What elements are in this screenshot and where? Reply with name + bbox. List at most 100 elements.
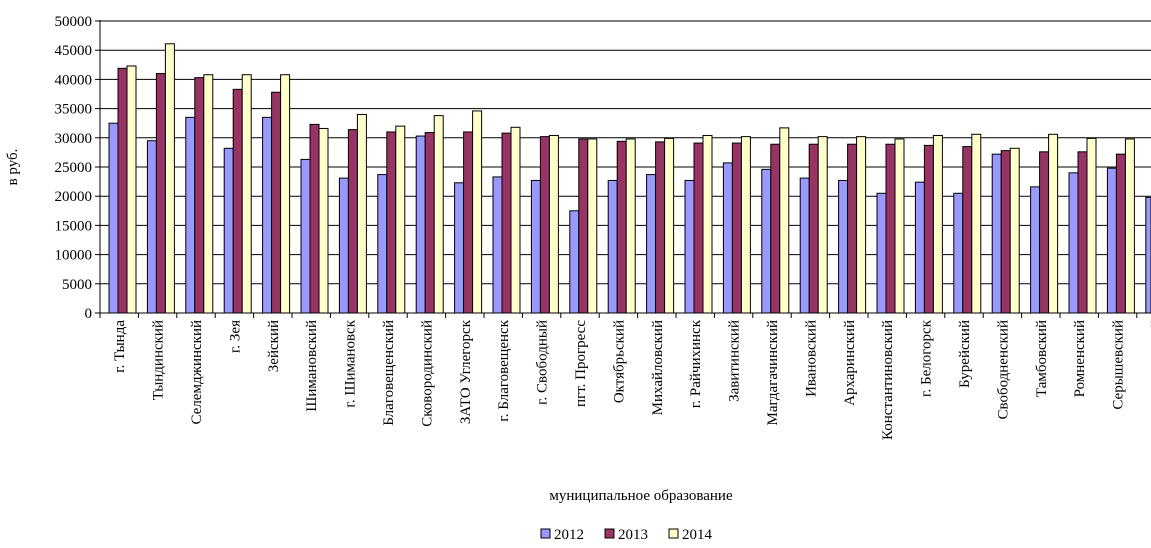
bar-2014-19 [856, 136, 867, 314]
x-tick-label-27: Белогорский [1149, 320, 1151, 401]
bar-2012-21 [914, 181, 925, 314]
bar-2013-5 [309, 123, 320, 314]
bar-2012-18 [799, 177, 810, 314]
x-tick-label-11: г. Свободный [535, 320, 551, 405]
bar-2012-27 [1145, 196, 1151, 314]
x-tick-label-20: Константиновский [880, 320, 896, 440]
bar-2012-25 [1068, 172, 1079, 314]
y-tick-label-6: 30000 [55, 131, 93, 147]
x-tick-label-25: Ромненский [1072, 320, 1088, 397]
x-tick-label-2: Селемджинский [189, 320, 205, 425]
x-tick-label-6: г. Шимановск [343, 319, 359, 407]
bar-2012-4 [262, 116, 273, 314]
x-tick-label-19: Архаринский [842, 320, 858, 406]
bar-2014-26 [1124, 138, 1135, 314]
bar-2012-23 [991, 153, 1002, 314]
x-tick-label-8: Сковородинский [419, 320, 435, 427]
bar-2013-13 [616, 140, 627, 314]
bar-2013-2 [194, 77, 205, 314]
bar-2012-19 [838, 179, 849, 314]
bar-2013-6 [347, 129, 358, 314]
bar-2013-12 [578, 138, 589, 314]
bar-2013-23 [1000, 150, 1011, 314]
bar-2014-23 [1009, 147, 1020, 314]
y-tick-label-9: 45000 [55, 43, 93, 59]
bar-2012-15 [684, 179, 695, 314]
x-tick-label-13: Октябрьский [611, 320, 627, 403]
bar-2013-10 [501, 132, 512, 314]
bar-2014-14 [664, 137, 675, 314]
bar-2013-3 [232, 88, 243, 314]
bar-2012-10 [492, 176, 503, 314]
bar-2014-3 [241, 74, 252, 314]
bar-2014-25 [1086, 137, 1097, 314]
x-axis-title: муниципальное образование [549, 488, 733, 504]
bar-2014-16 [740, 136, 751, 314]
bar-2014-4 [280, 74, 291, 314]
bar-2013-11 [539, 136, 550, 314]
x-tick-label-5: Шимановский [304, 320, 320, 412]
bar-2014-1 [164, 43, 175, 314]
bar-2012-12 [569, 210, 580, 314]
x-tick-label-16: Завитинский [727, 320, 743, 402]
bar-2014-24 [1048, 133, 1059, 314]
bar-2014-20 [894, 138, 905, 314]
bar-2012-16 [722, 162, 733, 314]
legend-swatch-2013 [604, 528, 615, 539]
bar-2013-4 [271, 91, 282, 314]
y-tick-label-4: 20000 [55, 189, 93, 205]
x-tick-label-21: г. Белогорск [919, 319, 935, 397]
bar-2013-24 [1039, 151, 1050, 314]
x-tick-label-1: Тындинский [151, 320, 167, 400]
legend-swatch-2012 [540, 528, 551, 539]
bar-2012-2 [185, 116, 196, 314]
bar-2014-9 [472, 110, 483, 314]
x-axis-tick-labels: г. Тында Тындинский Селемджинский г. Зея Зей… [112, 319, 1151, 440]
x-tick-label-10: г. Благовещенск [496, 319, 512, 421]
legend: 2012 2013 2014 [540, 527, 713, 543]
bar-2013-26 [1115, 153, 1126, 314]
legend-swatch-2014 [668, 528, 679, 539]
bar-2014-7 [395, 125, 406, 314]
bar-2013-16 [731, 142, 742, 314]
x-tick-label-4: Зейский [266, 320, 282, 372]
bar-2014-11 [548, 134, 559, 314]
y-tick-label-1: 5000 [62, 277, 92, 293]
bar-2012-20 [876, 192, 887, 314]
bar-2013-20 [885, 143, 896, 314]
x-tick-label-0: г. Тында [112, 320, 128, 373]
bars [108, 43, 1151, 314]
bar-2012-24 [1030, 186, 1041, 314]
bar-2012-22 [953, 192, 964, 314]
bar-2013-1 [155, 73, 166, 314]
x-tick-label-9: ЗАТО Углегорск [458, 319, 474, 424]
y-axis-ticks: 0 5000 10000 15000 20000 25000 30000 35000 40000… [55, 14, 100, 322]
bar-2014-6 [356, 113, 367, 314]
bar-2012-14 [646, 174, 657, 314]
bar-2014-15 [702, 134, 713, 314]
legend-label-2012: 2012 [554, 527, 584, 543]
bar-2012-6 [338, 177, 349, 314]
bar-2012-17 [761, 168, 772, 314]
y-tick-label-10: 50000 [55, 14, 93, 30]
legend-label-2013: 2013 [618, 527, 648, 543]
bar-2013-0 [117, 67, 128, 314]
x-tick-label-24: Тамбовский [1034, 320, 1050, 397]
bar-2014-17 [779, 127, 790, 314]
bar-2013-7 [386, 131, 397, 314]
bar-2014-12 [587, 138, 598, 314]
x-tick-label-3: г. Зея [227, 320, 243, 353]
bar-2014-21 [932, 134, 943, 314]
bar-2014-13 [625, 138, 636, 314]
x-tick-label-26: Серышевский [1111, 320, 1127, 410]
bar-2013-21 [923, 144, 934, 314]
bar-2012-9 [454, 182, 465, 314]
bar-2013-9 [463, 131, 474, 314]
bar-2013-19 [847, 143, 858, 314]
bar-2013-14 [655, 141, 666, 314]
bar-2014-2 [203, 74, 214, 314]
legend-label-2014: 2014 [682, 527, 713, 543]
bar-2012-8 [415, 135, 426, 314]
bar-2012-0 [108, 122, 119, 314]
